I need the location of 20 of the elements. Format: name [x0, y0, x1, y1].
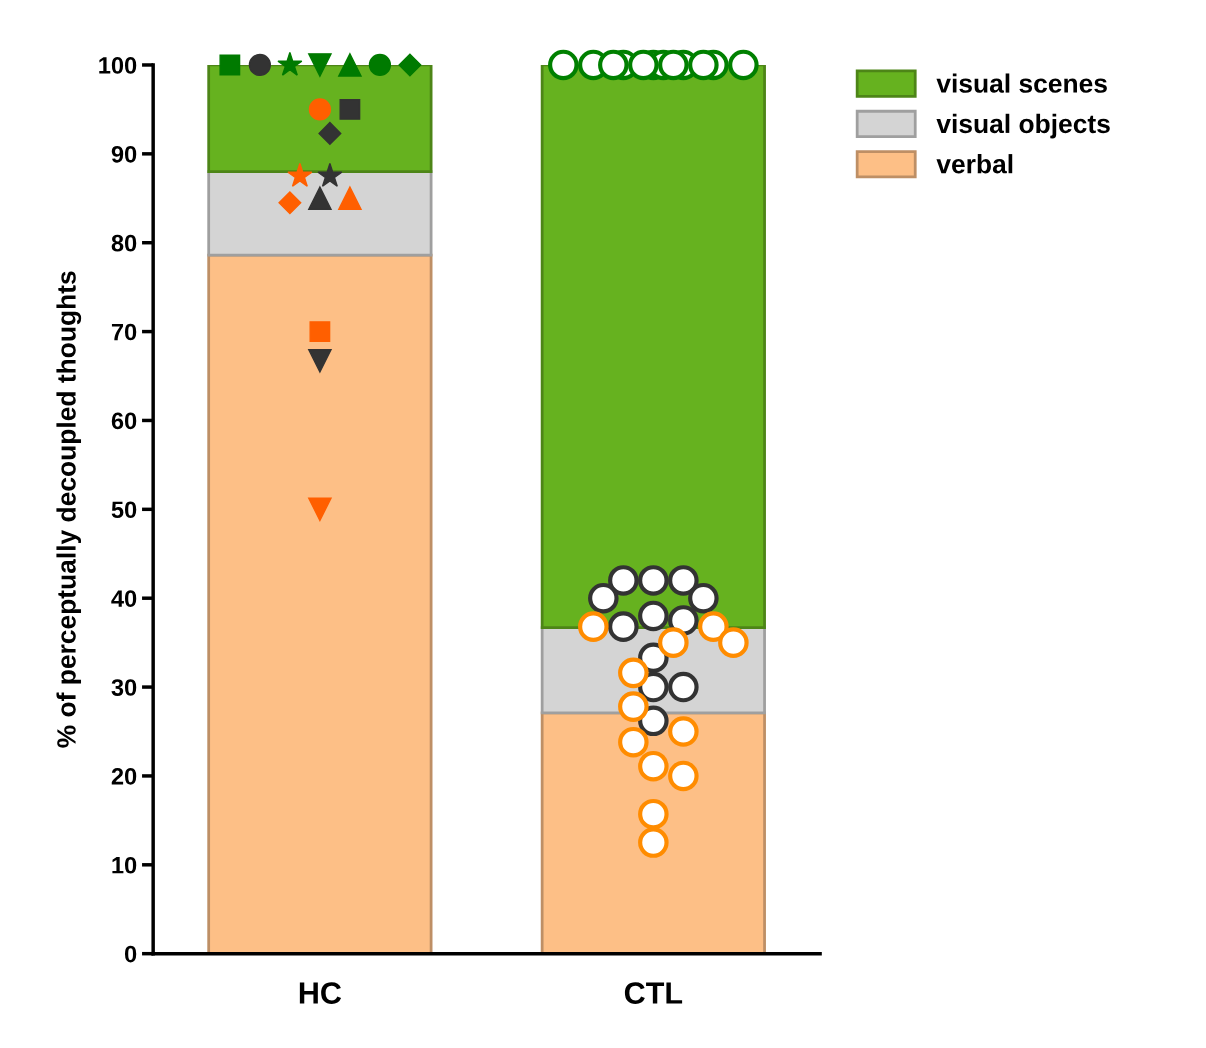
- y-tick-label: 70: [111, 323, 137, 341]
- legend-label: visual scenes: [936, 73, 1107, 93]
- y-tick-label: 100: [99, 57, 137, 74]
- y-tick-label: 10: [112, 856, 137, 874]
- y-tick-label: 80: [111, 234, 137, 252]
- y-tick-label: 50: [111, 501, 137, 519]
- legend-label: verbal: [936, 154, 1013, 174]
- y-tick-label: 90: [111, 145, 137, 163]
- y-tick-label: 60: [111, 412, 137, 430]
- y-tick-label: 20: [111, 768, 137, 785]
- y-tick-label: 30: [111, 679, 137, 696]
- y-axis-title: % of perceptually decoupled thoughts: [56, 271, 82, 748]
- bar: [540, 64, 766, 629]
- y-tick-label: 0: [124, 945, 137, 963]
- x-tick-label: HC: [299, 982, 342, 1004]
- legend-label: visual objects: [936, 113, 1110, 139]
- x-tick-label: CTL: [624, 982, 683, 1004]
- y-tick-label: 40: [111, 590, 137, 607]
- bar: [540, 711, 766, 954]
- bar: [207, 170, 433, 257]
